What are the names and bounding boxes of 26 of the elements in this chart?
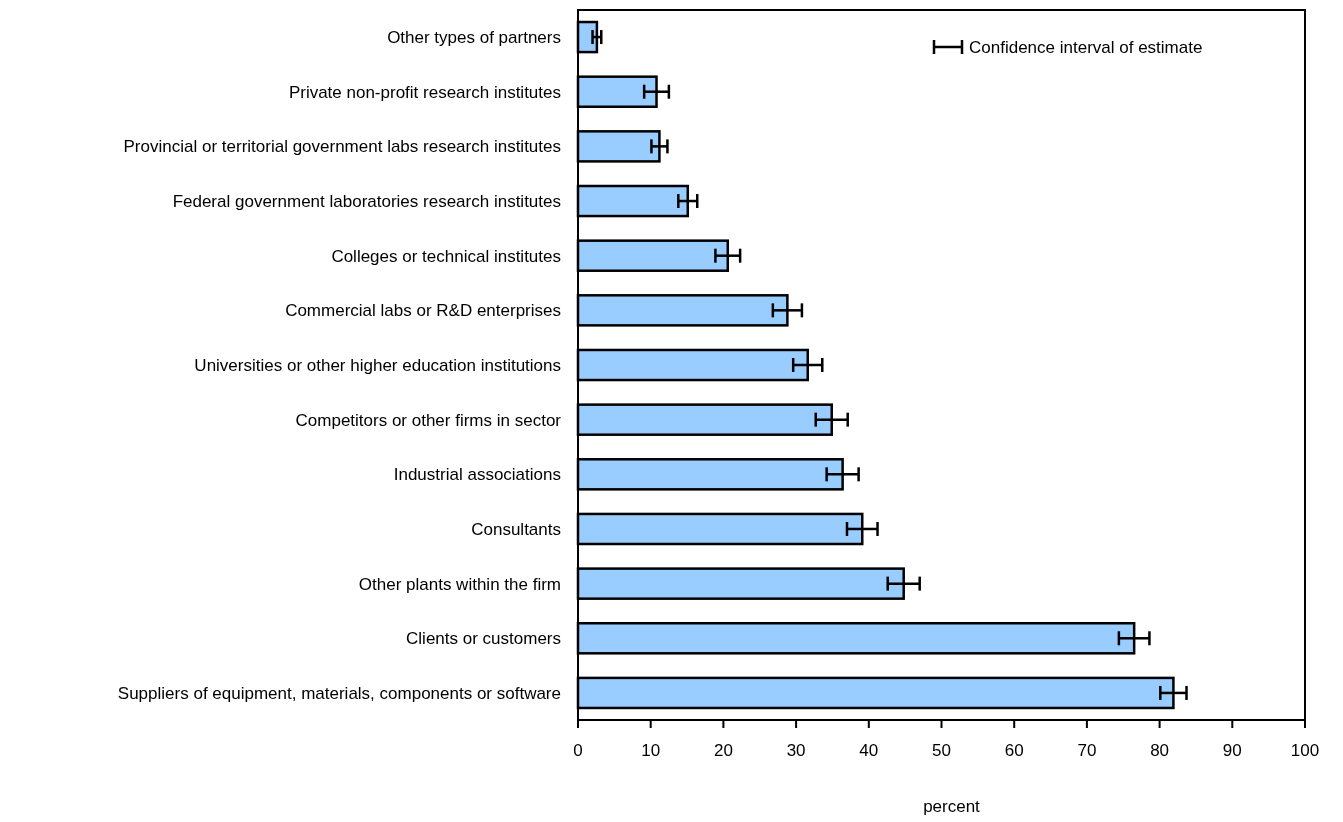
y-tick-label: Suppliers of equipment, materials, components or software: [117, 683, 561, 703]
y-tick-label: Provincial or territorial government labs research institutes: [123, 137, 561, 157]
x-tick-label: 0: [573, 741, 583, 760]
x-tick-label: 40: [859, 741, 879, 760]
x-tick-label: 100: [1290, 741, 1320, 760]
y-tick-label: Other plants within the firm: [358, 574, 561, 594]
x-tick-label: 30: [786, 741, 806, 760]
x-tick-label: 20: [713, 741, 733, 760]
y-tick-label: Universities or other higher education institutions: [194, 355, 561, 375]
y-tick-label: Clients or customers: [406, 629, 561, 649]
x-tick-label: 70: [1077, 741, 1097, 760]
y-tick-label: Colleges or technical institutes: [331, 246, 561, 266]
y-tick-label: Private non-profit research institutes: [288, 82, 561, 102]
x-tick-label: 50: [932, 741, 951, 760]
y-tick-label: Industrial associations: [393, 465, 561, 485]
y-tick-label: Consultants: [471, 519, 561, 539]
y-tick-label: Competitors or other firms in sector: [295, 410, 562, 430]
y-tick-label: Federal government laboratories research institutes: [172, 191, 561, 211]
y-tick-label: Other types of partners: [387, 28, 561, 48]
x-tick-label: 80: [1150, 741, 1170, 760]
annotation: Confidence interval of estimate: [969, 37, 1203, 57]
x-tick-label: 60: [1004, 741, 1024, 760]
y-tick-label: Commercial labs or R&D enterprises: [285, 301, 561, 321]
x-tick-label: 10: [641, 741, 661, 760]
x-tick-label: 90: [1222, 741, 1242, 760]
x-axis-title: percent: [923, 797, 981, 816]
